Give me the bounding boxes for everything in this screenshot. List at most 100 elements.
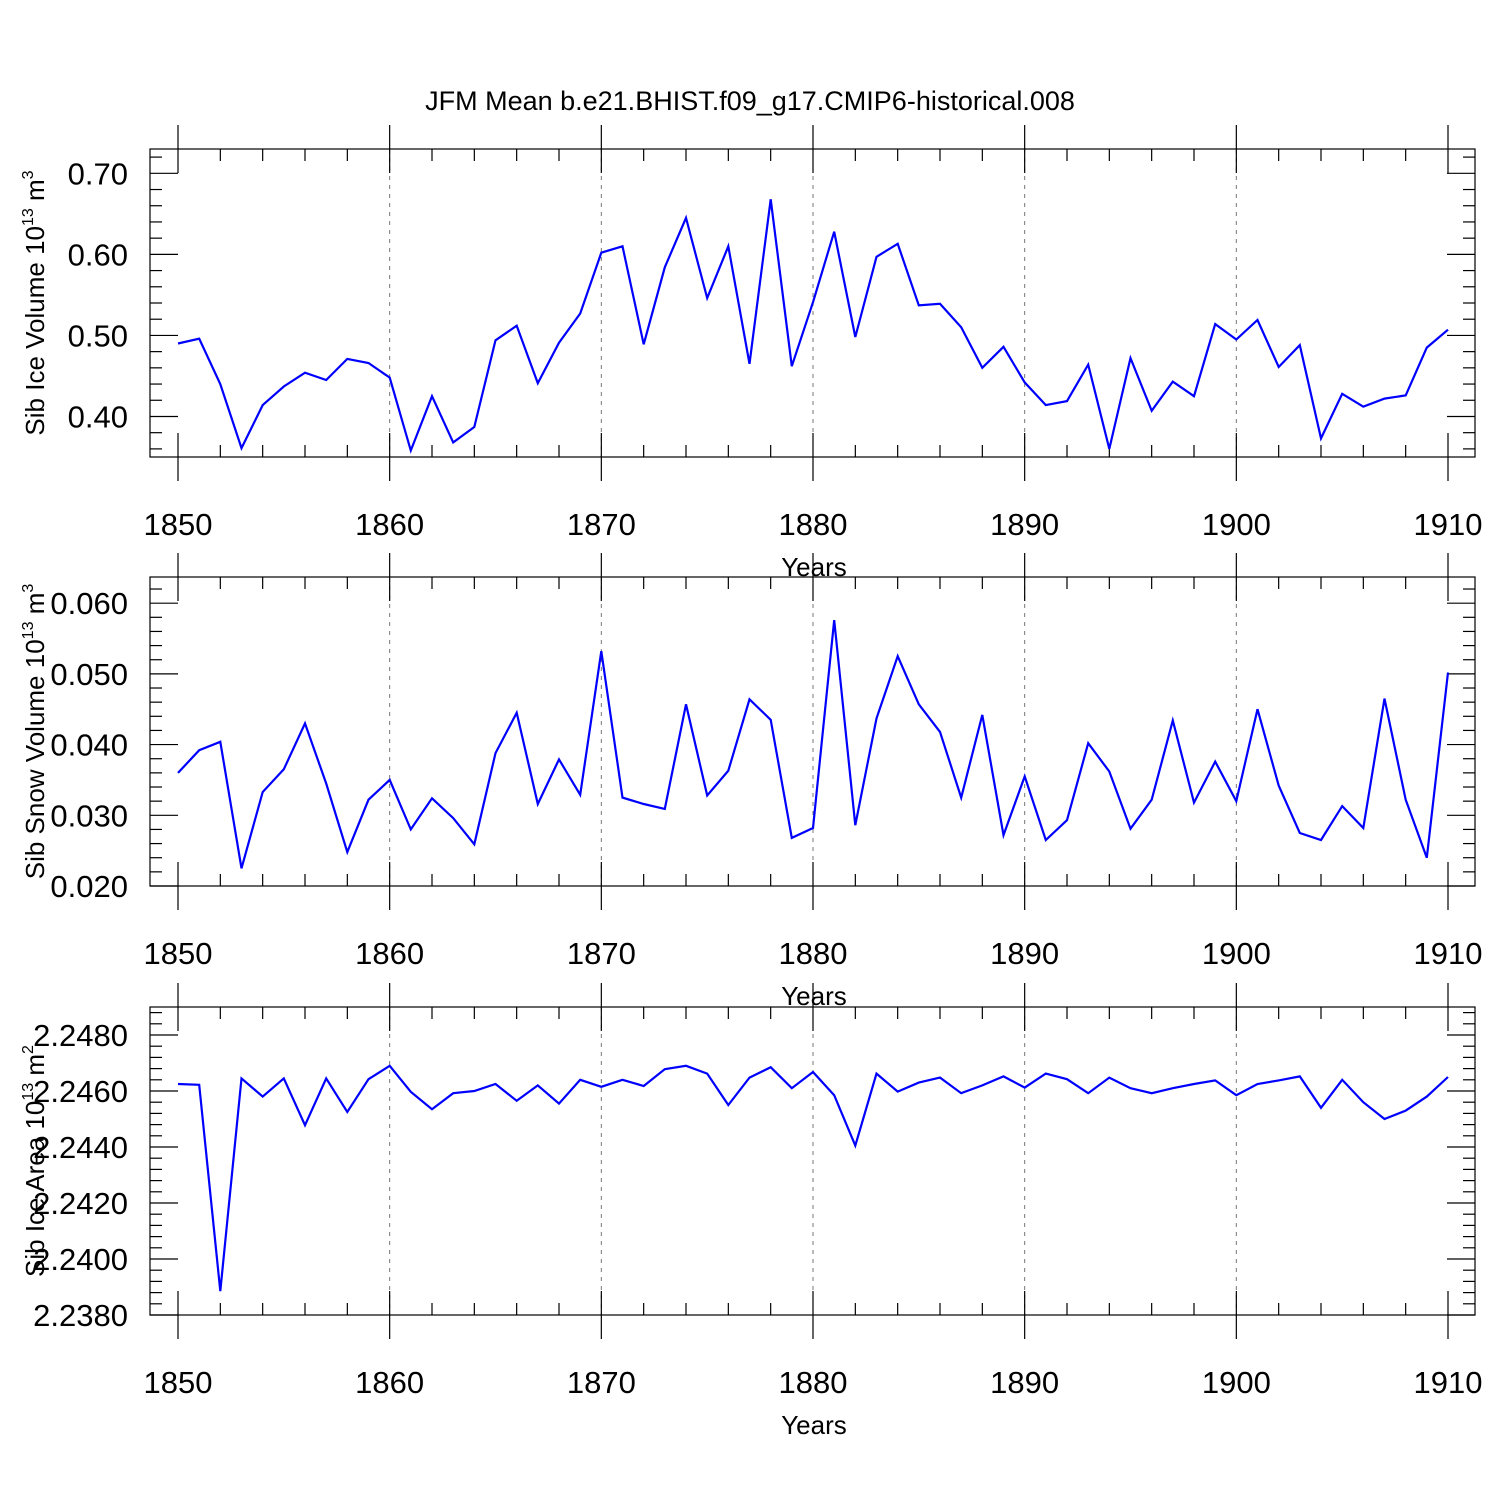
data-point (198, 1084, 200, 1086)
panel-2: 1850 1860 1870 1880 1890 1900 1910 Years 0.020 0.… (20, 553, 1482, 1011)
data-point (389, 779, 391, 781)
x-tick-label: 1880 (779, 507, 848, 542)
data-point (1003, 834, 1005, 836)
data-point (516, 712, 518, 714)
data-point (939, 1077, 941, 1079)
data-point (473, 843, 475, 845)
data-point (473, 426, 475, 428)
data-point (1235, 800, 1237, 802)
x-tick-label: 1900 (1202, 936, 1271, 971)
data-point (495, 752, 497, 754)
data-point (1066, 400, 1068, 402)
x-tick-label: 1870 (567, 936, 636, 971)
data-point (960, 1092, 962, 1094)
data-point (1045, 404, 1047, 406)
y-tick-label: 0.020 (50, 869, 128, 904)
data-point (685, 217, 687, 219)
data-point (368, 362, 370, 364)
x-tick-label: 1850 (144, 507, 213, 542)
data-point (1235, 1094, 1237, 1096)
data-point (304, 1124, 306, 1126)
data-point (812, 301, 814, 303)
data-point (1384, 1118, 1386, 1120)
data-point (664, 266, 666, 268)
y-tick-label: 2.2480 (33, 1018, 128, 1053)
data-point (706, 795, 708, 797)
data-point (622, 1079, 624, 1081)
data-point (791, 1087, 793, 1089)
data-point (1151, 799, 1153, 801)
x-tick-label: 1880 (779, 936, 848, 971)
y-axis-label-unit-exponent: 2 (20, 1045, 37, 1054)
data-point (981, 367, 983, 369)
data-point (1066, 819, 1068, 821)
data-point (727, 245, 729, 247)
x-tick-label: 1890 (990, 507, 1059, 542)
data-point (558, 758, 560, 760)
data-point (1384, 698, 1386, 700)
data-point (897, 243, 899, 245)
x-tick-label: 1860 (355, 1365, 424, 1400)
y-tick-label: 0.030 (50, 798, 128, 833)
data-point (876, 1073, 878, 1075)
data-point (1214, 761, 1216, 763)
data-point (495, 339, 497, 341)
data-point (219, 741, 221, 743)
series-line (177, 1064, 1449, 1292)
data-point (854, 1145, 856, 1147)
data-point (791, 365, 793, 367)
data-point (1087, 1092, 1089, 1094)
data-point (1045, 1073, 1047, 1075)
data-point (325, 379, 327, 381)
data-point (1130, 357, 1132, 359)
data-point (643, 343, 645, 345)
panel-1: 1850 1860 1870 1880 1890 1900 1910Years0.400.5… (20, 125, 1482, 582)
y-tick-label: 0.060 (50, 586, 128, 621)
data-point (1193, 1083, 1195, 1085)
data-point (1447, 329, 1449, 331)
x-tick-label: 1870 (567, 1365, 636, 1400)
data-point (389, 1065, 391, 1067)
data-point (516, 1100, 518, 1102)
data-point (622, 797, 624, 799)
data-point (981, 1084, 983, 1086)
y-tick-label: 2.2400 (33, 1242, 128, 1277)
data-point (219, 1290, 221, 1292)
data-point (1214, 323, 1216, 325)
data-point (389, 377, 391, 379)
data-point (516, 325, 518, 327)
data-point (1024, 381, 1026, 383)
data-point (939, 303, 941, 305)
data-point (579, 1079, 581, 1081)
x-axis-label: Years (781, 1410, 847, 1440)
data-point (1151, 410, 1153, 412)
data-point (1024, 1087, 1026, 1089)
y-axis-label-exponent: 13 (20, 621, 37, 639)
data-point (368, 1078, 370, 1080)
data-point (410, 1091, 412, 1093)
data-point (1341, 393, 1343, 395)
data-point (558, 342, 560, 344)
y-axis-label-unit-exponent: 3 (20, 170, 37, 179)
data-point (1384, 398, 1386, 400)
data-point (876, 717, 878, 719)
data-point (304, 722, 306, 724)
data-point (1003, 346, 1005, 348)
data-point (1426, 857, 1428, 859)
data-point (198, 749, 200, 751)
data-point (749, 698, 751, 700)
data-point (1320, 1107, 1322, 1109)
data-point (833, 1094, 835, 1096)
data-point (1130, 828, 1132, 830)
data-point (706, 297, 708, 299)
data-point (325, 783, 327, 785)
data-point (1278, 366, 1280, 368)
data-point (664, 808, 666, 810)
data-point (537, 382, 539, 384)
data-point (706, 1073, 708, 1075)
data-point (1003, 1075, 1005, 1077)
data-point (198, 338, 200, 340)
data-point (1299, 832, 1301, 834)
data-point (283, 768, 285, 770)
y-axis-label-unit: m (20, 593, 50, 622)
